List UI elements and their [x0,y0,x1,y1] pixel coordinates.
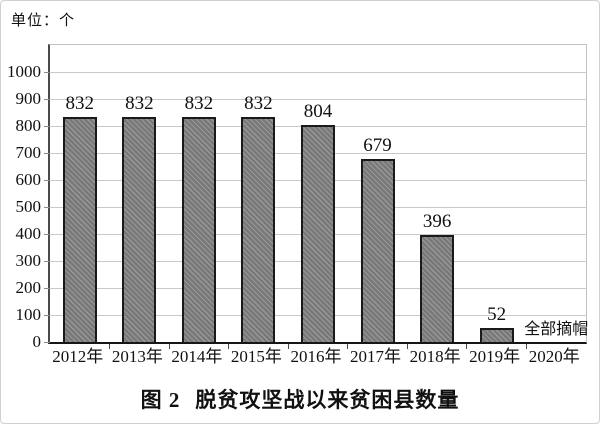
x-axis-tick-3 [228,344,230,349]
y-axis-label-300: 300 [15,251,42,270]
bar-2015年 [241,117,276,342]
category-column-2019年: 52 [467,45,527,342]
x-axis-label-2016年: 2016年 [290,347,342,366]
bar-2016年 [300,124,335,342]
x-axis-label-2012年: 2012年 [52,347,104,366]
y-axis-label-500: 500 [15,197,42,216]
y-axis-tick-0 [44,341,50,343]
bar-value-2015年: 832 [244,93,273,115]
x-axis-tick-6 [406,344,408,349]
plot-area: 0 100 200 300 400 500 600 700 800 900 1000 832 832 83… [7,44,589,351]
y-axis-tick-1000 [44,71,50,73]
y-axis-tick-400 [44,233,50,235]
bar-2014年 [181,117,216,342]
x-axis-label-2018年: 2018年 [409,347,461,366]
bar-value-2017年: 679 [363,134,392,156]
y-axis-label-100: 100 [15,305,42,324]
y-axis-tick-600 [44,179,50,181]
y-axis-label-1000: 1000 [7,62,41,81]
figure-caption: 图 2 脱贫攻坚战以来贫困县数量 [1,384,599,414]
category-column-2015年: 832 [229,45,289,342]
bar-2012年 [62,117,97,342]
y-axis-label-900: 900 [15,89,42,108]
figure-caption-title: 脱贫攻坚战以来贫困县数量 [195,388,460,412]
category-column-2018年: 396 [407,45,467,342]
x-axis-tick-8 [525,344,527,349]
x-axis-label-2020年: 2020年 [528,347,580,366]
y-axis-tick-100 [44,314,50,316]
y-axis-label-800: 800 [15,116,42,135]
bar-2013年 [122,117,157,342]
bar-value-2012年: 832 [65,93,95,115]
annotation-全部摘帽: 全部摘帽 [524,321,589,338]
x-axis-tick-1 [109,344,111,349]
bar-2017年 [360,158,395,342]
bar-value-2016年: 804 [303,100,333,122]
bar-value-2013年: 832 [125,93,154,115]
figure-caption-number: 图 2 [140,388,181,412]
category-column-2017年: 679 [348,45,408,342]
gridline-1000 [50,71,586,73]
unit-label: 单位：个 [11,13,76,29]
category-column-2014年: 832 [169,45,229,342]
bar-value-2014年: 832 [184,93,214,115]
y-axis-tick-200 [44,287,50,289]
bar-value-2019年: 52 [487,303,507,325]
x-axis-tick-7 [466,344,468,349]
y-axis-label-200: 200 [15,278,42,297]
category-column-2012年: 832 [50,45,110,342]
bar-2018年 [420,235,455,342]
y-axis-label-0: 0 [32,332,42,351]
category-column-2013年: 832 [110,45,170,342]
gridline-900 [50,98,586,100]
bar-2019年 [479,327,514,342]
category-column-2016年: 804 [288,45,348,342]
y-axis-label-700: 700 [15,143,42,162]
x-axis-label-2019年: 2019年 [469,347,521,366]
y-axis-tick-500 [44,206,50,208]
x-axis-label-2014年: 2014年 [171,347,223,366]
y-axis-label-600: 600 [15,170,42,189]
y-axis-tick-900 [44,98,50,100]
x-axis-label-2017年: 2017年 [350,347,402,366]
y-axis-label-400: 400 [15,224,42,243]
x-axis-tick-5 [347,344,349,349]
bar-value-2018年: 396 [422,211,452,233]
x-axis-tick-2 [168,344,170,349]
y-axis-tick-800 [44,125,50,127]
y-axis-tick-300 [44,260,50,262]
x-axis-tick-4 [287,344,289,349]
x-axis-label-2015年: 2015年 [230,347,282,366]
y-axis-tick-700 [44,152,50,154]
category-column-2020年: 全部摘帽 [524,45,589,342]
x-axis-label-2013年: 2013年 [111,347,163,366]
